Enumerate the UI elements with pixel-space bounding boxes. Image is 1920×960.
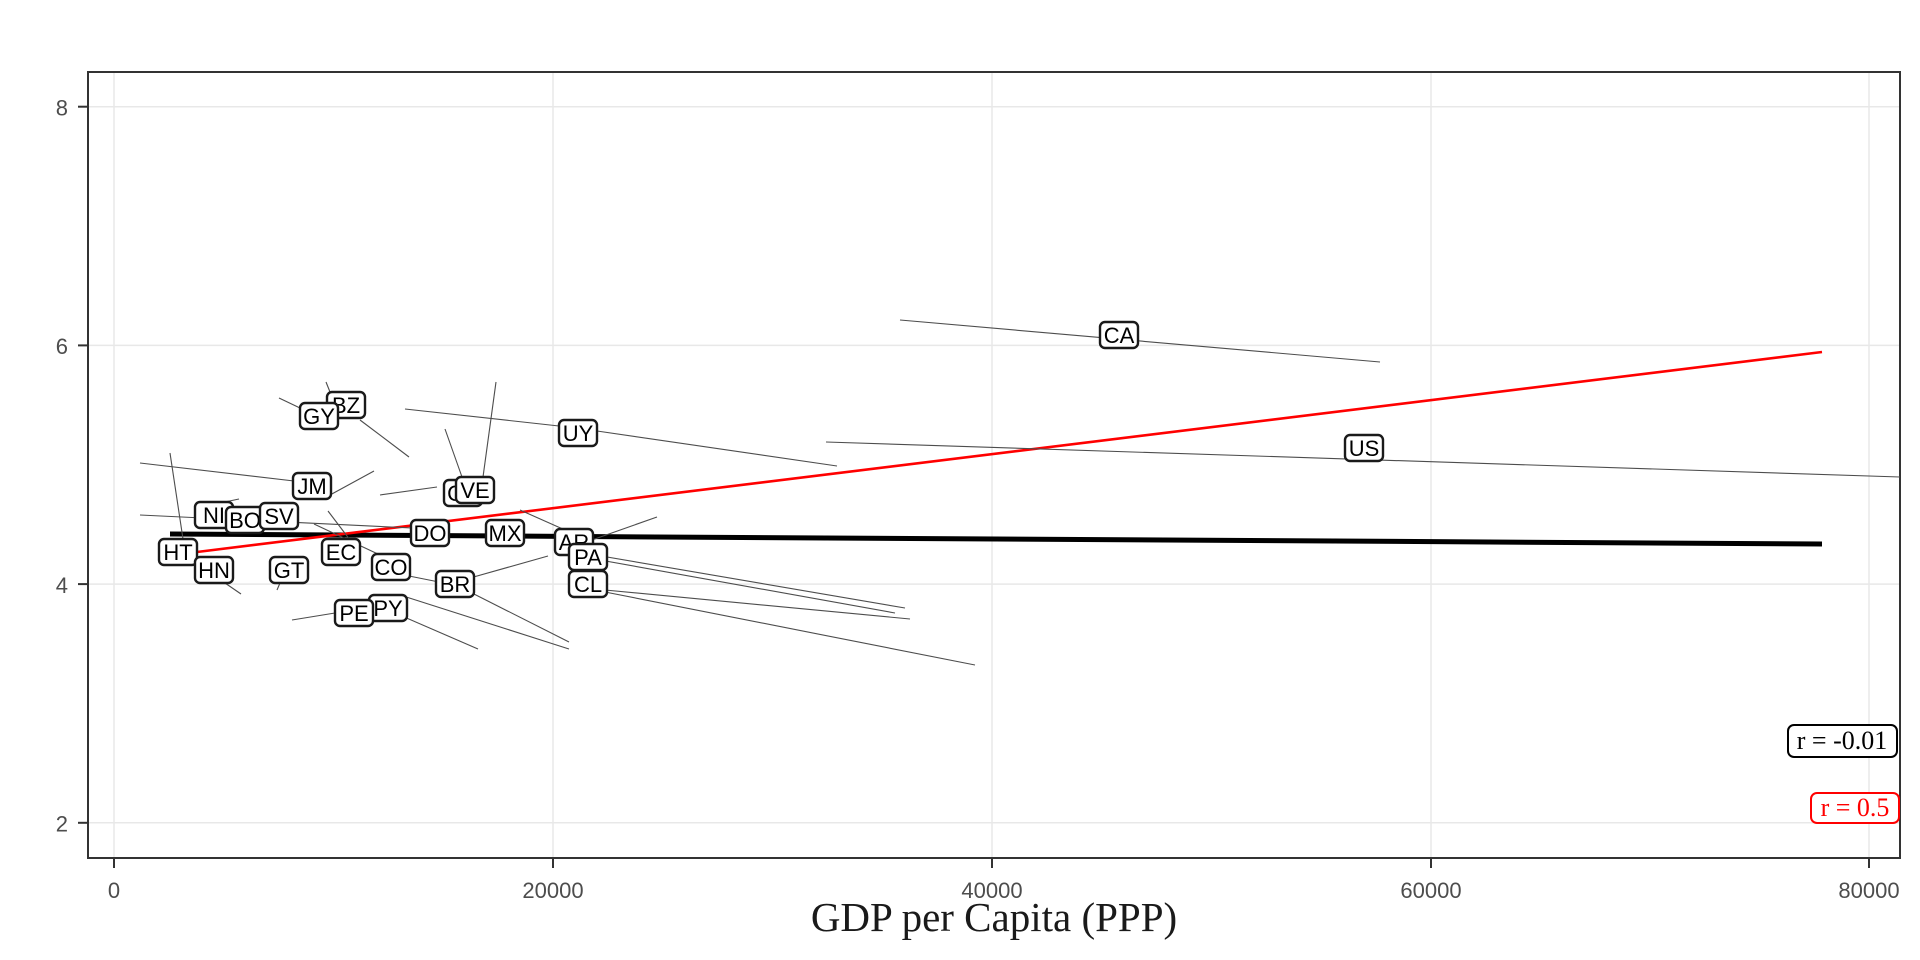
svg-text:4: 4 (56, 573, 68, 598)
svg-text:HT: HT (163, 540, 192, 565)
svg-text:JM: JM (297, 474, 326, 499)
svg-text:PE: PE (339, 601, 368, 626)
svg-text:DO: DO (414, 521, 447, 546)
svg-text:6: 6 (56, 334, 68, 359)
svg-text:GT: GT (274, 558, 305, 583)
svg-text:CL: CL (574, 572, 602, 597)
svg-text:20000: 20000 (522, 878, 583, 903)
svg-text:HN: HN (198, 558, 230, 583)
svg-text:BO: BO (229, 508, 261, 533)
svg-text:PA: PA (574, 545, 602, 570)
svg-text:EC: EC (326, 540, 357, 565)
svg-text:UY: UY (563, 421, 594, 446)
svg-text:8: 8 (56, 95, 68, 120)
svg-text:NI: NI (203, 503, 225, 528)
svg-text:2: 2 (56, 812, 68, 837)
svg-text:GDP per Capita (PPP): GDP per Capita (PPP) (811, 894, 1177, 940)
svg-text:r = -0.01: r = -0.01 (1797, 726, 1887, 755)
svg-text:GY: GY (303, 404, 335, 429)
svg-text:CA: CA (1104, 323, 1135, 348)
svg-text:r = 0.5: r = 0.5 (1821, 793, 1890, 822)
svg-text:BR: BR (440, 572, 471, 597)
svg-text:60000: 60000 (1400, 878, 1461, 903)
svg-text:US: US (1349, 436, 1380, 461)
svg-text:CO: CO (375, 555, 408, 580)
svg-text:MX: MX (489, 521, 522, 546)
svg-text:VE: VE (460, 478, 489, 503)
svg-text:80000: 80000 (1838, 878, 1899, 903)
svg-text:SV: SV (264, 504, 294, 529)
svg-text:PY: PY (373, 596, 403, 621)
svg-text:0: 0 (108, 878, 120, 903)
